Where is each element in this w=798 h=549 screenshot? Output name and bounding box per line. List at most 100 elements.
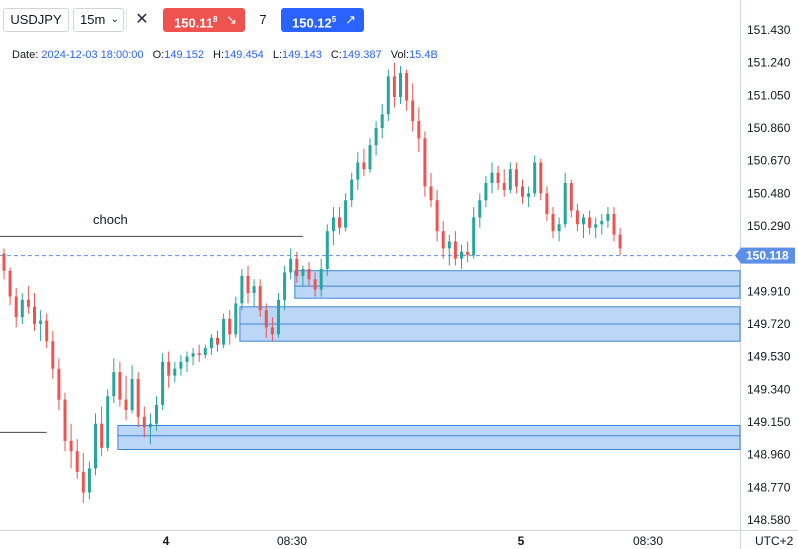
candle[interactable]	[429, 172, 433, 208]
candle[interactable]	[33, 293, 36, 331]
candle[interactable]	[173, 361, 177, 383]
candle[interactable]	[392, 62, 396, 108]
candle[interactable]	[466, 241, 470, 263]
candle[interactable]	[112, 358, 116, 404]
candle[interactable]	[582, 213, 585, 239]
candle[interactable]	[258, 279, 262, 318]
candle[interactable]	[209, 334, 213, 355]
candle[interactable]	[264, 303, 268, 338]
candle[interactable]	[167, 351, 171, 388]
candle[interactable]	[423, 131, 427, 197]
candle[interactable]	[185, 351, 189, 373]
candle[interactable]	[374, 121, 378, 156]
candle[interactable]	[496, 165, 500, 190]
candle[interactable]	[380, 103, 384, 139]
candle[interactable]	[539, 158, 543, 201]
candle[interactable]	[453, 231, 457, 266]
candle[interactable]	[386, 69, 390, 122]
candle[interactable]	[588, 210, 592, 235]
candle[interactable]	[447, 234, 451, 266]
candle[interactable]	[502, 169, 506, 197]
candle[interactable]	[417, 107, 421, 153]
candle[interactable]	[301, 265, 305, 287]
candle[interactable]	[319, 258, 323, 297]
candle[interactable]	[612, 207, 616, 242]
candle[interactable]	[197, 344, 201, 362]
candle[interactable]	[289, 248, 293, 280]
candle[interactable]	[551, 207, 555, 239]
symbol-selector[interactable]: USDJPY	[3, 8, 69, 32]
candle[interactable]	[368, 138, 372, 173]
candle[interactable]	[307, 262, 311, 287]
candle[interactable]	[130, 365, 134, 414]
candle[interactable]	[277, 293, 280, 338]
candle[interactable]	[2, 248, 6, 280]
candle[interactable]	[234, 296, 238, 338]
candle[interactable]	[399, 66, 402, 104]
candle[interactable]	[460, 244, 463, 269]
candle[interactable]	[606, 207, 610, 228]
candle[interactable]	[600, 213, 604, 235]
candle[interactable]	[94, 413, 97, 476]
candle[interactable]	[191, 348, 195, 366]
candle[interactable]	[216, 330, 219, 352]
candle[interactable]	[569, 179, 573, 218]
candle[interactable]	[478, 193, 482, 228]
candle[interactable]	[179, 354, 183, 376]
demand-zone-3[interactable]	[117, 424, 741, 451]
candle[interactable]	[63, 392, 67, 452]
buy-button[interactable]: 150.125 ↗	[281, 8, 364, 32]
candle[interactable]	[228, 310, 232, 345]
candle[interactable]	[514, 162, 518, 194]
candle[interactable]	[246, 265, 250, 304]
candle[interactable]	[545, 186, 549, 221]
candle[interactable]	[295, 251, 299, 283]
candle[interactable]	[39, 310, 43, 342]
candle[interactable]	[575, 203, 579, 232]
candle[interactable]	[362, 148, 366, 177]
close-icon[interactable]: ✕	[135, 11, 149, 28]
candle[interactable]	[484, 176, 488, 208]
candle[interactable]	[411, 83, 415, 132]
candle[interactable]	[222, 313, 226, 349]
candle[interactable]	[26, 286, 30, 314]
candle[interactable]	[533, 155, 537, 197]
candle[interactable]	[136, 372, 140, 428]
candle[interactable]	[8, 267, 12, 306]
candle[interactable]	[57, 358, 61, 410]
candle[interactable]	[69, 423, 73, 469]
sell-button[interactable]: 150.118 ↘	[163, 8, 245, 32]
candle[interactable]	[45, 313, 49, 349]
candle[interactable]	[557, 217, 561, 242]
candle[interactable]	[594, 217, 598, 239]
demand-zone-1[interactable]	[294, 270, 741, 299]
timeframe-selector[interactable]: 15m ⌄	[73, 8, 124, 32]
candle[interactable]	[203, 344, 207, 359]
candle[interactable]	[405, 69, 409, 111]
candle[interactable]	[472, 207, 476, 259]
candle[interactable]	[618, 227, 622, 256]
timezone-label[interactable]: UTC+2	[755, 534, 794, 548]
candle[interactable]	[87, 461, 91, 500]
candle[interactable]	[521, 179, 524, 204]
candle[interactable]	[563, 172, 567, 228]
candle[interactable]	[344, 193, 348, 232]
candle[interactable]	[313, 272, 317, 297]
candle[interactable]	[240, 268, 244, 311]
candle[interactable]	[490, 162, 494, 194]
candle[interactable]	[331, 207, 335, 245]
candle[interactable]	[435, 189, 439, 242]
candle[interactable]	[508, 162, 512, 194]
candle[interactable]	[270, 317, 274, 342]
candle[interactable]	[325, 224, 329, 276]
candle[interactable]	[100, 406, 104, 457]
candle[interactable]	[124, 375, 128, 421]
candle[interactable]	[14, 287, 18, 328]
candle[interactable]	[283, 265, 287, 311]
candle[interactable]	[441, 220, 445, 259]
candle[interactable]	[118, 361, 122, 407]
candle[interactable]	[155, 396, 158, 431]
candle[interactable]	[75, 439, 79, 479]
candle[interactable]	[252, 279, 256, 307]
